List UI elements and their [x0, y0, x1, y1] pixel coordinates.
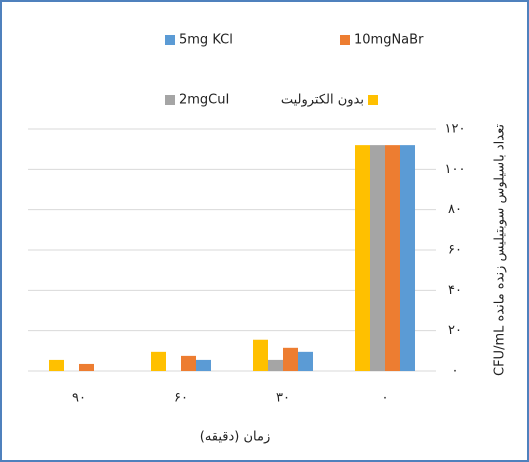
legend-swatch	[165, 95, 175, 105]
bar	[355, 145, 370, 371]
x-tick-label: ۶۰	[174, 391, 188, 406]
bar	[400, 145, 415, 371]
bar	[283, 347, 298, 371]
legend-swatch	[340, 35, 350, 45]
y-tick-label: ۰	[452, 364, 459, 379]
bar	[181, 355, 196, 371]
bar	[385, 145, 400, 371]
bar	[370, 145, 385, 371]
bar	[151, 351, 166, 371]
bar	[79, 363, 94, 371]
x-tick-label: ۳۰	[276, 391, 290, 406]
legend-label: 10mgNaBr	[354, 33, 424, 48]
legend-swatch	[368, 95, 378, 105]
bar	[253, 339, 268, 371]
y-tick-label: ۱۲۰	[445, 122, 466, 137]
x-tick-label: ۹۰	[72, 391, 86, 406]
x-tick-label: ۰	[382, 391, 389, 406]
bar	[268, 359, 283, 371]
y-tick-label: ۸۰	[448, 202, 462, 217]
y-tick-label: ۲۰	[448, 323, 462, 338]
y-tick-label: ۱۰۰	[445, 162, 466, 177]
x-axis-title: زمان (دقیقه)	[200, 430, 271, 445]
legend-label: 5mg KCl	[179, 33, 233, 48]
y-tick-label: ۴۰	[448, 283, 462, 298]
bar	[298, 351, 313, 371]
y-tick-label: ۶۰	[448, 243, 462, 258]
y-axis-title: CFU/mL تعداد باسیلوس سوبتیلیس زنده مانده	[493, 124, 508, 376]
bar	[49, 359, 64, 371]
legend-swatch	[165, 35, 175, 45]
legend-label: بدون الکترولیت	[281, 93, 364, 108]
legend-label: 2mgCuI	[179, 93, 229, 108]
bar	[196, 359, 211, 371]
